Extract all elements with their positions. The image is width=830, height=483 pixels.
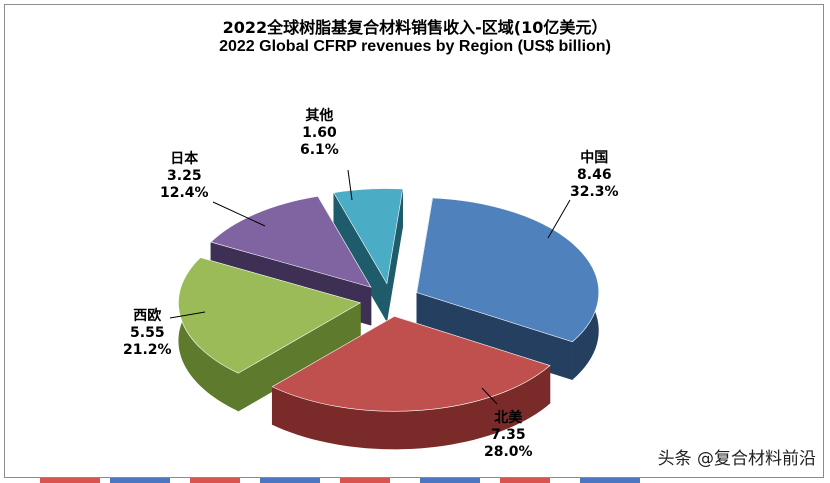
slice-top: [416, 197, 600, 343]
leader-line: [169, 311, 206, 319]
slice-label-japan: 日本 3.25 12.4%: [160, 151, 209, 202]
slice-top: [178, 257, 362, 374]
slice-percent: 12.4%: [160, 185, 209, 201]
leader-line: [212, 201, 266, 227]
slice-label-other: 其他 1.60 6.1%: [300, 108, 339, 159]
slice-value: 7.35: [491, 427, 526, 443]
slice-top: [333, 188, 404, 285]
slice-label-china: 中国 8.46 32.3%: [570, 150, 619, 201]
slice-value: 5.55: [130, 325, 165, 341]
slice-name: 西欧: [133, 308, 162, 324]
slice-value: 3.25: [167, 168, 202, 184]
leader-line: [547, 199, 571, 239]
chart-title: 2022全球树脂基复合材料销售收入-区域(10亿美元）: [222, 18, 608, 37]
slice-percent: 6.1%: [300, 142, 339, 158]
slice-value: 8.46: [577, 167, 612, 183]
slice-top: [271, 316, 551, 412]
pie-slice-north-america: [271, 315, 551, 450]
slice-name: 日本: [170, 151, 199, 167]
slice-side: [272, 365, 551, 450]
leader-line: [347, 169, 353, 201]
slice-name: 中国: [580, 150, 609, 166]
bottom-decoration: [40, 478, 640, 483]
slice-percent: 32.3%: [570, 184, 619, 200]
slice-value: 1.60: [302, 125, 337, 141]
pie-slice-china: [416, 197, 600, 381]
watermark: 头条 @复合材料前沿: [657, 449, 816, 469]
leader-line: [481, 387, 498, 405]
chart-subtitle: 2022 Global CFRP revenues by Region (US$…: [219, 38, 611, 55]
slice-percent: 28.0%: [484, 444, 533, 460]
slice-label-north-america: 北美 7.35 28.0%: [484, 410, 533, 461]
pie-slice-western-europe: [178, 257, 362, 412]
slice-label-western-europe: 西欧 5.55 21.2%: [123, 308, 172, 359]
slice-name: 北美: [494, 410, 523, 426]
slice-percent: 21.2%: [123, 342, 172, 358]
pie-slice-other: [333, 188, 404, 323]
slice-name: 其他: [305, 108, 334, 124]
